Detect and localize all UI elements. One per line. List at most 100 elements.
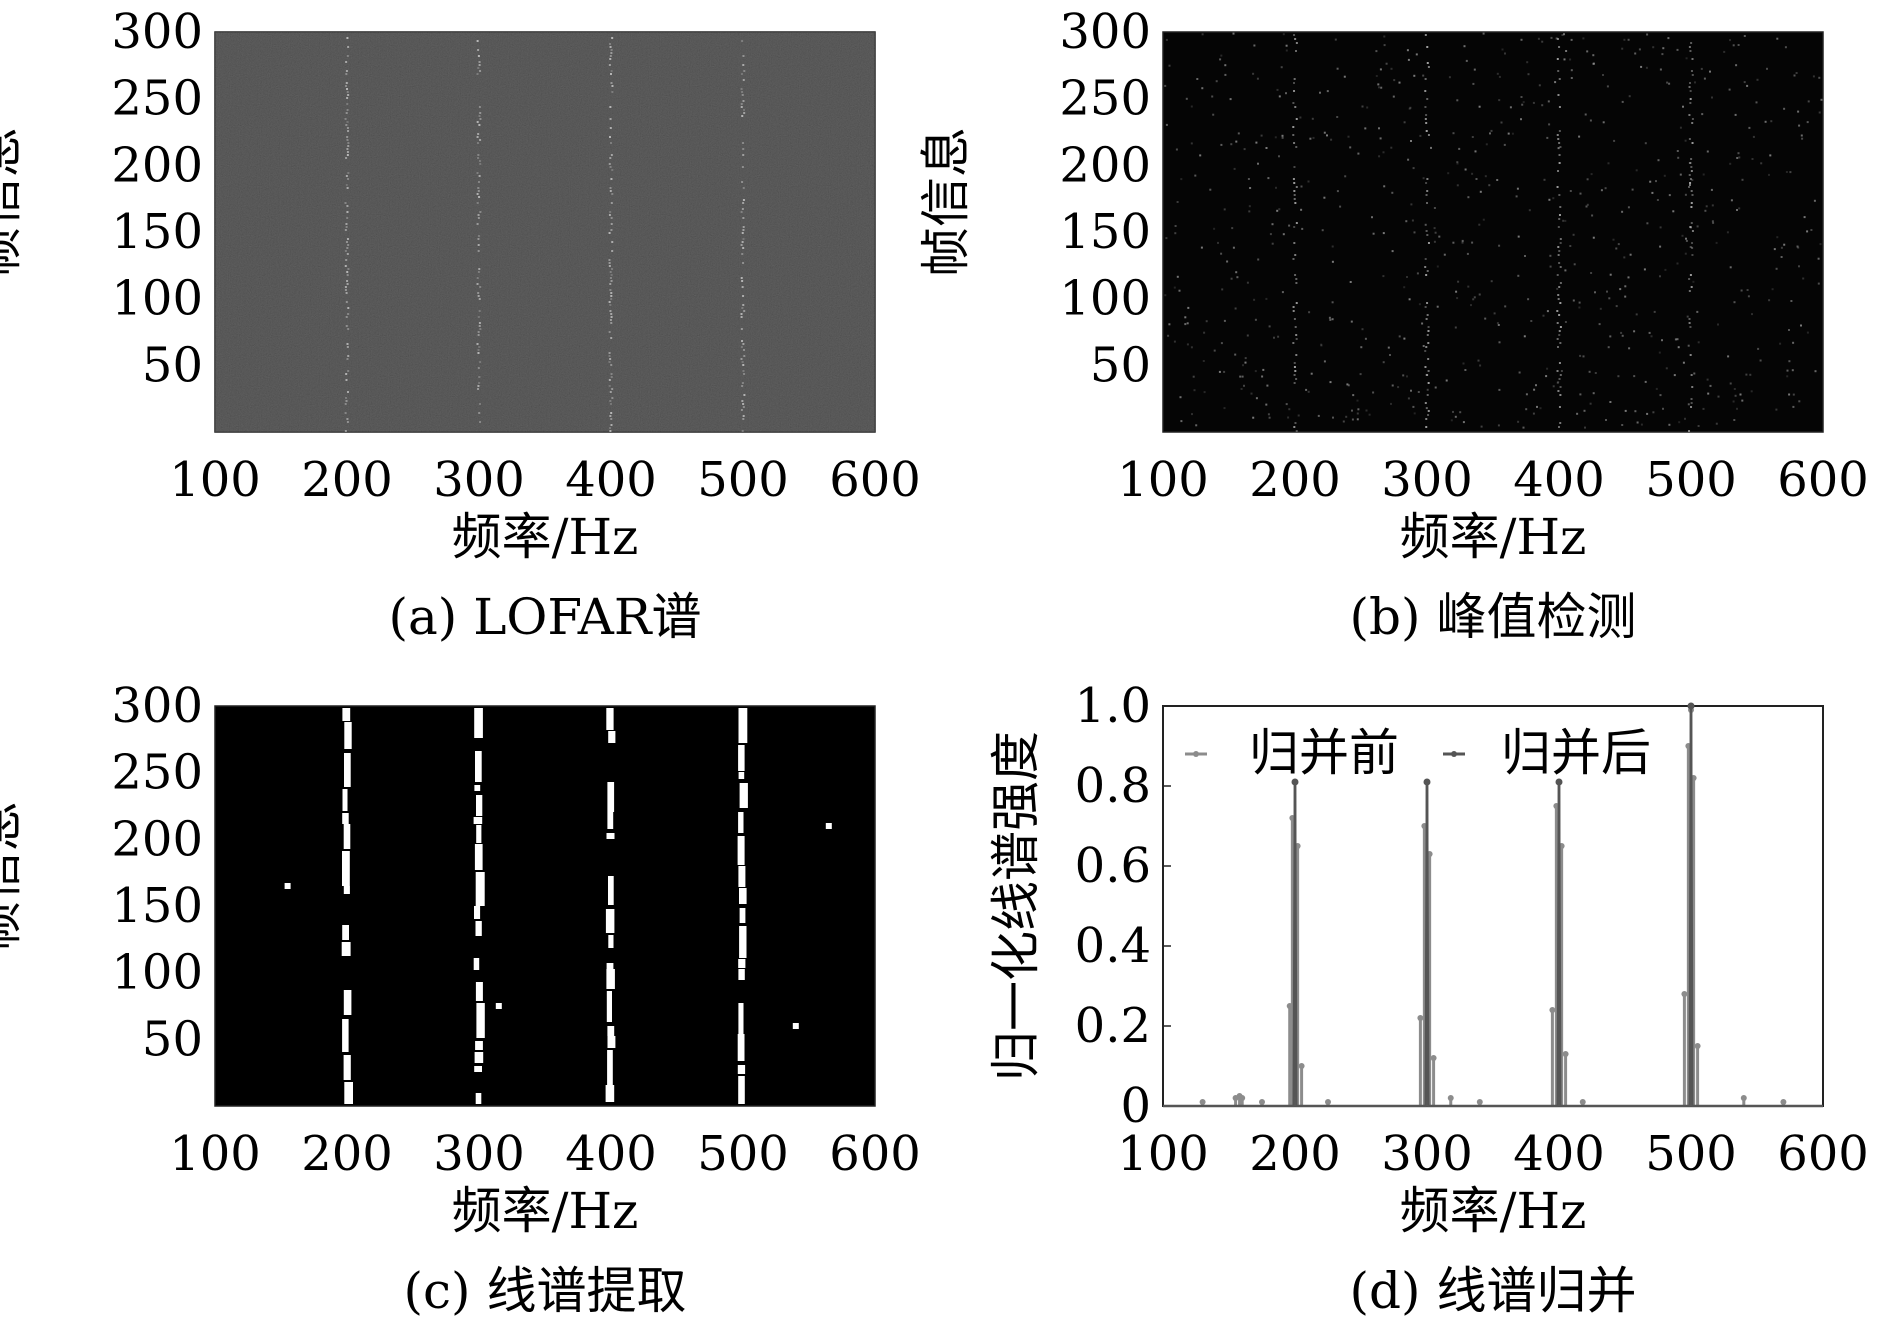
spectral-line-dot: [344, 85, 347, 87]
noise-dot: [1412, 167, 1415, 170]
spectral-line-segment: [474, 785, 481, 791]
noise-dot: [1599, 307, 1602, 310]
noise-dot: [1784, 46, 1787, 49]
spectral-line-dot: [1688, 114, 1691, 116]
spectral-line-dot: [1293, 318, 1296, 320]
noise-dot: [1323, 196, 1326, 199]
noise-dot: [1554, 81, 1557, 84]
noise-dot: [1665, 367, 1668, 370]
noise-dot: [1436, 265, 1439, 268]
noise-dot: [1174, 225, 1177, 227]
noise-dot: [1624, 295, 1627, 298]
noise-dot: [1723, 50, 1726, 53]
y-tick-label: 150: [1059, 204, 1151, 260]
noise-dot: [1390, 67, 1393, 70]
noise-dot: [1472, 82, 1475, 85]
noise-dot: [1552, 197, 1555, 200]
noise-dot: [1452, 241, 1455, 244]
noise-dot: [1679, 173, 1682, 176]
noise-dot: [1609, 273, 1612, 276]
noise-dot: [1356, 418, 1359, 421]
noise-dot: [1621, 424, 1624, 426]
noise-dot: [1191, 413, 1193, 416]
noise-dot: [1285, 403, 1288, 406]
spectral-line-dot: [1424, 34, 1427, 36]
noise-dot: [1536, 405, 1538, 408]
spectral-line-dot: [1293, 34, 1296, 36]
spectral-line-dot: [741, 286, 744, 288]
spectral-line-dot: [346, 346, 349, 348]
spectral-line-segment: [738, 812, 744, 833]
noise-dot: [1307, 180, 1310, 183]
noise-dot: [1711, 220, 1714, 223]
spectral-line-dot: [609, 403, 612, 405]
noise-dot: [1345, 415, 1348, 418]
y-tick-label: 100: [111, 271, 203, 327]
noise-dot: [1593, 62, 1595, 65]
panel-d-caption: (d) 线谱归并: [1350, 1262, 1637, 1320]
spectral-line-dot: [1427, 330, 1430, 332]
noise-dot: [1689, 162, 1692, 164]
spectral-line-dot: [1559, 386, 1562, 388]
noise-dot: [1403, 286, 1406, 289]
noise-dot: [1685, 237, 1687, 240]
noise-dot: [1406, 49, 1409, 52]
noise-dot: [1691, 246, 1694, 249]
noise-dot: [1692, 280, 1695, 283]
y-tick-label: 50: [142, 1011, 203, 1067]
spectral-line-dot: [346, 253, 349, 255]
noise-dot: [1382, 275, 1385, 278]
noise-dot: [1636, 421, 1639, 424]
noise-dot: [1196, 78, 1199, 80]
noise-dot: [1628, 95, 1631, 98]
spectral-line-segment: [476, 825, 482, 843]
noise-dot: [1288, 224, 1291, 227]
noise-dot: [1764, 120, 1767, 123]
spectral-line-segment: [607, 1050, 613, 1085]
noise-dot: [1193, 389, 1196, 392]
noise-dot: [1364, 127, 1367, 130]
noise-dot: [1308, 311, 1311, 314]
noise-dot: [1220, 143, 1223, 146]
spectral-line-dot: [609, 289, 612, 291]
spectral-line-dot: [742, 154, 745, 156]
noise-dot: [1685, 239, 1688, 242]
noise-dot: [1702, 173, 1705, 176]
noise-dot: [1802, 277, 1805, 280]
spectral-line-dot: [476, 40, 479, 42]
noise-dot: [1734, 394, 1737, 397]
noise-dot: [1592, 392, 1595, 395]
noise-dot: [1224, 73, 1227, 76]
noise-dot: [1498, 341, 1501, 344]
noise-dot: [1350, 320, 1353, 323]
spectral-line-dot: [1691, 254, 1694, 256]
spectral-line-dot: [1689, 354, 1692, 356]
spectral-line-dot: [742, 304, 745, 306]
spectral-line-dot: [742, 403, 745, 405]
noise-dot: [1262, 368, 1265, 371]
noise-dot: [1311, 117, 1314, 120]
spectral-line-dot: [1559, 282, 1562, 284]
noise-dot: [1402, 374, 1405, 377]
noise-dot: [1173, 286, 1176, 289]
spectral-line-dot: [609, 106, 612, 108]
noise-dot: [1309, 137, 1312, 140]
noise-dot: [1608, 297, 1611, 300]
y-tick-label: 0.4: [1075, 918, 1151, 974]
spectral-line-dot: [345, 82, 348, 84]
spectral-line-segment: [475, 1041, 483, 1050]
noise-dot: [1810, 229, 1813, 231]
noise-dot: [1190, 105, 1193, 108]
noise-dot: [1704, 209, 1707, 212]
spectral-line-segment: [474, 906, 481, 919]
noise-dot: [1729, 39, 1731, 42]
spectral-line-segment: [341, 942, 351, 956]
spectral-line-segment: [607, 1036, 616, 1048]
spectral-line-dot: [1292, 126, 1295, 128]
noise-dot: [1606, 290, 1608, 293]
noise-dot: [1267, 413, 1270, 416]
spectral-line-dot: [1293, 194, 1296, 196]
spectral-line-dot: [345, 400, 348, 402]
noise-dot: [1634, 410, 1637, 413]
noise-dot: [1582, 355, 1585, 358]
